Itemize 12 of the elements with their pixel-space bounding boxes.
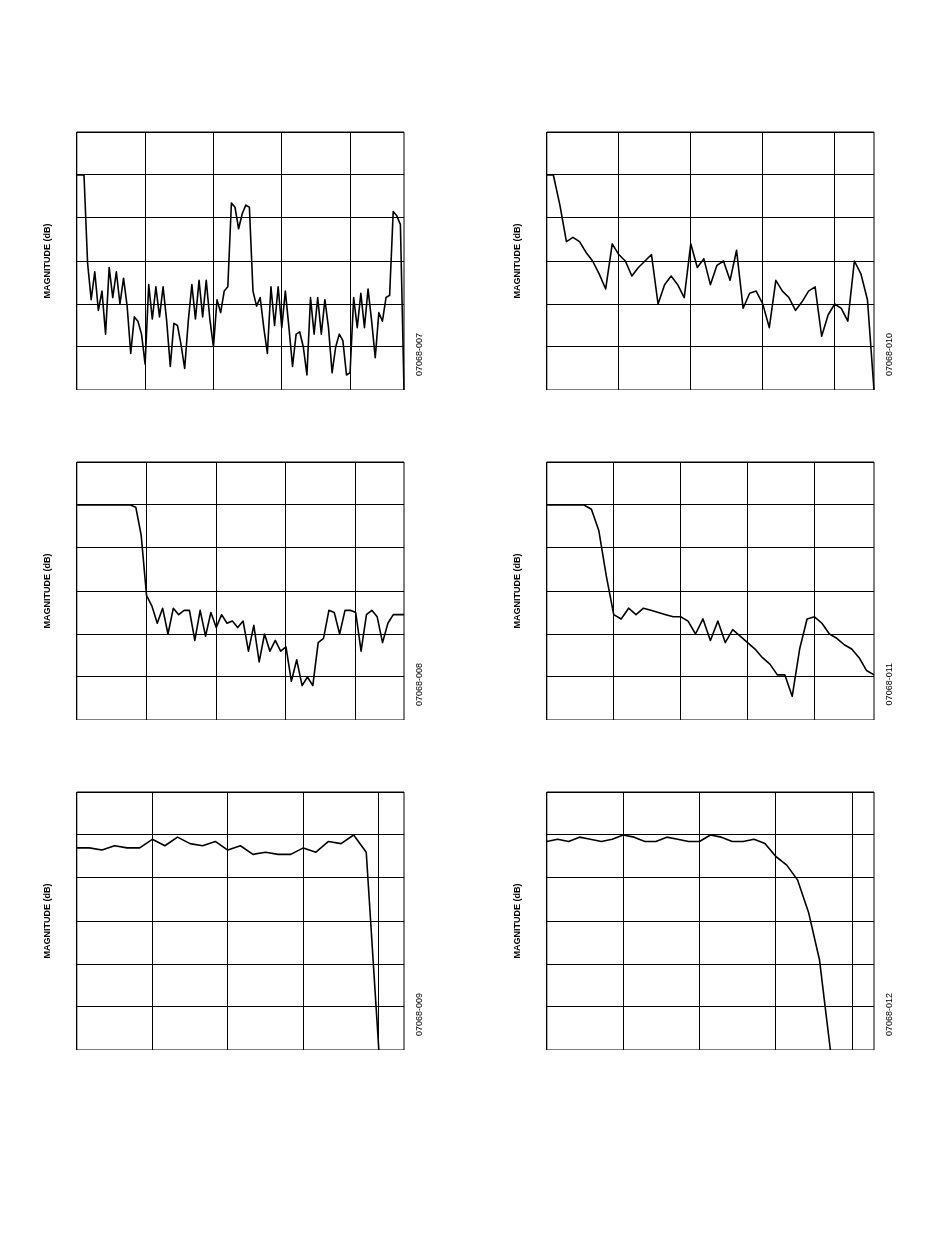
y-axis-title: MAGNITUDE (dB) bbox=[41, 223, 52, 299]
text: 07068-007 bbox=[414, 333, 424, 377]
y-axis-title: MAGNITUDE (dB) bbox=[41, 883, 52, 959]
y-axis-title: MAGNITUDE (dB) bbox=[41, 553, 52, 629]
y-axis-title: MAGNITUDE (dB) bbox=[511, 883, 522, 959]
y-axis-title: MAGNITUDE (dB) bbox=[511, 553, 522, 629]
y-axis-title: MAGNITUDE (dB) bbox=[511, 223, 522, 299]
text: 07068-012 bbox=[884, 993, 894, 1037]
text: 07068-009 bbox=[414, 993, 424, 1037]
text: 07068-010 bbox=[884, 333, 894, 377]
text: 07068-011 bbox=[884, 663, 894, 706]
text: 07068-008 bbox=[414, 663, 424, 707]
